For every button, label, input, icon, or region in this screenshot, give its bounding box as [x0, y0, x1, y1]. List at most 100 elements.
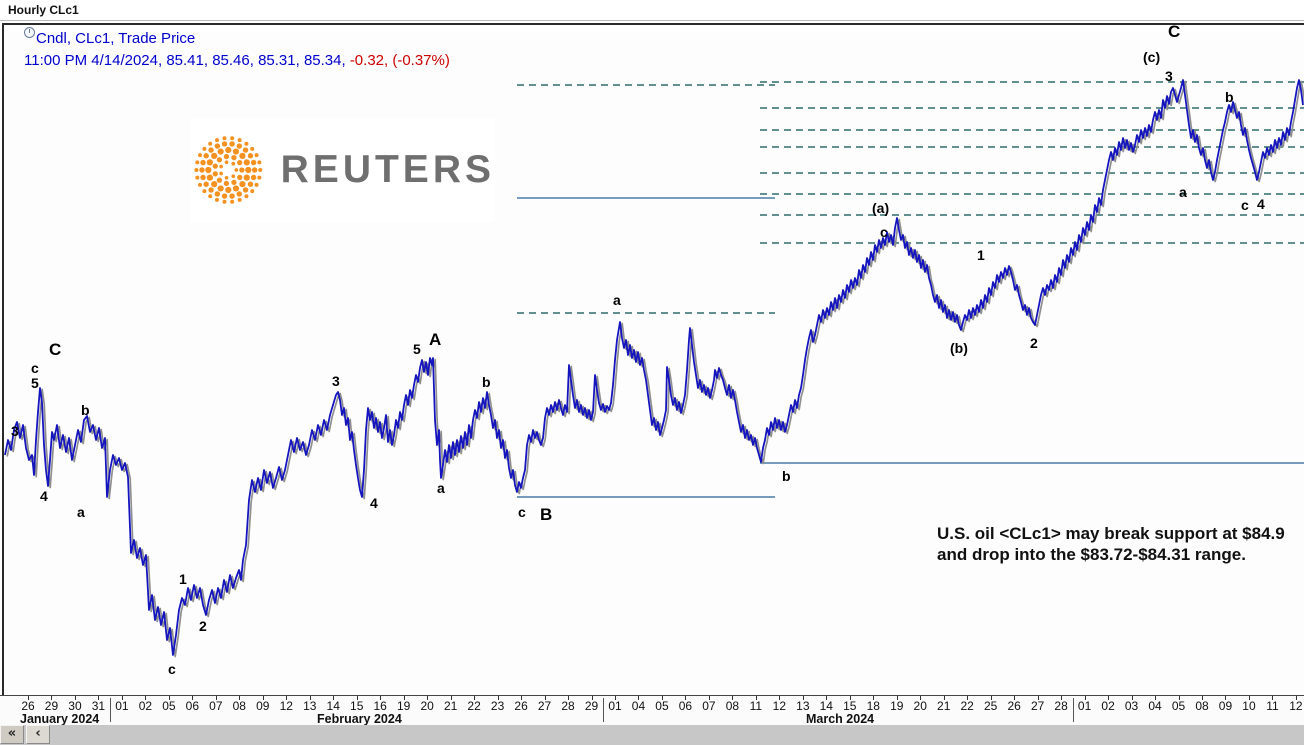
wave-label-5: 5 [413, 341, 421, 357]
wave-label-C: C [49, 340, 62, 359]
logo-dot [225, 146, 232, 154]
logo-dot [224, 160, 229, 165]
axis-tick-label: 12 [279, 699, 293, 713]
axis-tick-label: 01 [608, 699, 622, 713]
axis-tick-label: 22 [960, 699, 974, 713]
wave-label-b: b [782, 468, 791, 484]
axis-tick-mark [521, 696, 523, 700]
axis-tick-mark [98, 696, 100, 700]
axis-tick-label: 12 [1289, 699, 1303, 713]
axis-tick-mark [849, 696, 851, 700]
axis-tick-label: 27 [1030, 699, 1045, 713]
logo-dot [223, 180, 230, 187]
wave-label-b: b [1225, 89, 1234, 105]
axis-tick-label: 11 [1266, 699, 1279, 713]
axis-tick-label: 02 [138, 699, 153, 713]
axis-tick-mark [380, 696, 382, 700]
axis-tick-label: 18 [866, 699, 880, 713]
scroll-far-left-button[interactable]: « [0, 725, 24, 744]
legend-quote-change: -0.32, (-0.37%) [349, 52, 450, 69]
axis-tick-mark [262, 696, 264, 700]
axis-tick-label: 28 [1054, 699, 1068, 713]
axis-tick-mark [450, 696, 452, 700]
axis-tick-mark [1084, 696, 1086, 700]
axis-tick-label: 01 [115, 699, 129, 713]
axis-tick-label: 16 [373, 699, 387, 713]
candle-price-path [4, 79, 1304, 656]
logo-dot [239, 167, 245, 173]
axis-tick-mark [239, 696, 241, 700]
wave-label-1: 1 [179, 571, 187, 587]
logo-dot [198, 153, 203, 158]
logo-dot [202, 189, 207, 194]
logo-dot [206, 174, 213, 181]
axis-tick-label: 30 [68, 699, 82, 713]
axis-tick-mark [544, 696, 546, 700]
axis-tick-label: 10 [1242, 699, 1256, 713]
wave-label-C: C [1168, 22, 1181, 41]
axis-month-label: January 2024 [20, 712, 100, 726]
logo-dot [199, 167, 205, 173]
axis-tick-label: 14 [326, 699, 340, 713]
axis-tick-label: 03 [1124, 699, 1139, 713]
axis-tick-mark [1131, 696, 1133, 700]
logo-dot [208, 187, 214, 193]
wave-label-b: (b) [950, 340, 968, 356]
axis-tick-label: 21 [443, 699, 458, 713]
axis-tick-label: 13 [796, 699, 810, 713]
axis-tick-label: 25 [983, 699, 998, 713]
axis-tick-label: 06 [185, 699, 200, 713]
axis-tick-mark [685, 696, 687, 700]
axis-month-label: February 2024 [317, 712, 402, 726]
axis-tick-label: 07 [702, 699, 716, 713]
logo-dot [211, 180, 218, 188]
logo-dot [195, 175, 200, 180]
axis-tick-mark [779, 696, 781, 700]
wave-label-c: c [31, 360, 39, 376]
wave-label-a: a [613, 292, 621, 308]
logo-dot [217, 185, 224, 192]
axis-tick-label: 26 [1007, 699, 1021, 713]
axis-tick-mark [1108, 696, 1110, 700]
axis-tick-label: 07 [209, 699, 223, 713]
logo-dot [211, 152, 218, 160]
logo-dot [208, 147, 214, 153]
logo-dot [243, 174, 250, 181]
axis-tick-mark [755, 696, 757, 700]
axis-month-separator [603, 698, 604, 722]
logo-dot [247, 181, 254, 187]
legend-series-row: Cndl, CLc1, Trade Price [24, 27, 450, 50]
horizontal-scrollbar[interactable]: « ‹ [0, 725, 1304, 745]
axis-tick-mark [497, 696, 499, 700]
logo-dot [214, 191, 221, 197]
axis-tick-mark [427, 696, 429, 700]
logo-dot [244, 141, 249, 146]
axis-tick-label: 14 [819, 699, 833, 713]
reuters-logo-text: REUTERS [280, 148, 495, 191]
logo-dot [251, 167, 258, 173]
axis-tick-label: 04 [1148, 699, 1162, 713]
scroll-left-button[interactable]: ‹ [26, 725, 50, 744]
axis-tick-mark [403, 696, 405, 700]
logo-dot [242, 187, 249, 193]
logo-dot [244, 194, 249, 199]
logo-dot [222, 199, 227, 204]
analyst-note: U.S. oil <CLc1> may break support at $84… [937, 523, 1304, 565]
logo-dot [254, 182, 259, 187]
axis-tick-mark [1155, 696, 1157, 700]
axis-tick-mark [121, 696, 123, 700]
logo-dot [229, 193, 235, 199]
wave-label-4: 4 [370, 495, 378, 511]
analyst-note-line1: U.S. oil <CLc1> may break support at $84… [937, 524, 1285, 543]
axis-tick-mark [1178, 696, 1180, 700]
axis-tick-mark [990, 696, 992, 700]
logo-dot [250, 146, 255, 151]
axis-tick-label: 04 [631, 699, 646, 713]
wave-label-A: A [429, 330, 442, 349]
axis-tick-mark [74, 696, 76, 700]
wave-label-3: 3 [1165, 68, 1173, 84]
axis-tick-label: 15 [843, 699, 857, 713]
logo-dot [234, 168, 239, 172]
